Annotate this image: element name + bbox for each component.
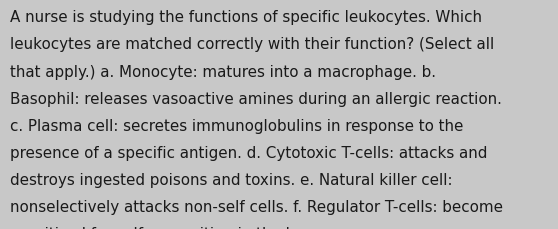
Text: Basophil: releases vasoactive amines during an allergic reaction.: Basophil: releases vasoactive amines dur… xyxy=(10,91,502,106)
Text: leukocytes are matched correctly with their function? (Select all: leukocytes are matched correctly with th… xyxy=(10,37,494,52)
Text: presence of a specific antigen. d. Cytotoxic T-cells: attacks and: presence of a specific antigen. d. Cytot… xyxy=(10,145,488,160)
Text: nonselectively attacks non-self cells. f. Regulator T-cells: become: nonselectively attacks non-self cells. f… xyxy=(10,199,503,214)
Text: A nurse is studying the functions of specific leukocytes. Which: A nurse is studying the functions of spe… xyxy=(10,10,482,25)
Text: that apply.) a. Monocyte: matures into a macrophage. b.: that apply.) a. Monocyte: matures into a… xyxy=(10,64,436,79)
Text: c. Plasma cell: secretes immunoglobulins in response to the: c. Plasma cell: secretes immunoglobulins… xyxy=(10,118,463,133)
Text: destroys ingested poisons and toxins. e. Natural killer cell:: destroys ingested poisons and toxins. e.… xyxy=(10,172,453,187)
Text: sensitized for self-recognition in the bone marrow: sensitized for self-recognition in the b… xyxy=(10,226,386,229)
